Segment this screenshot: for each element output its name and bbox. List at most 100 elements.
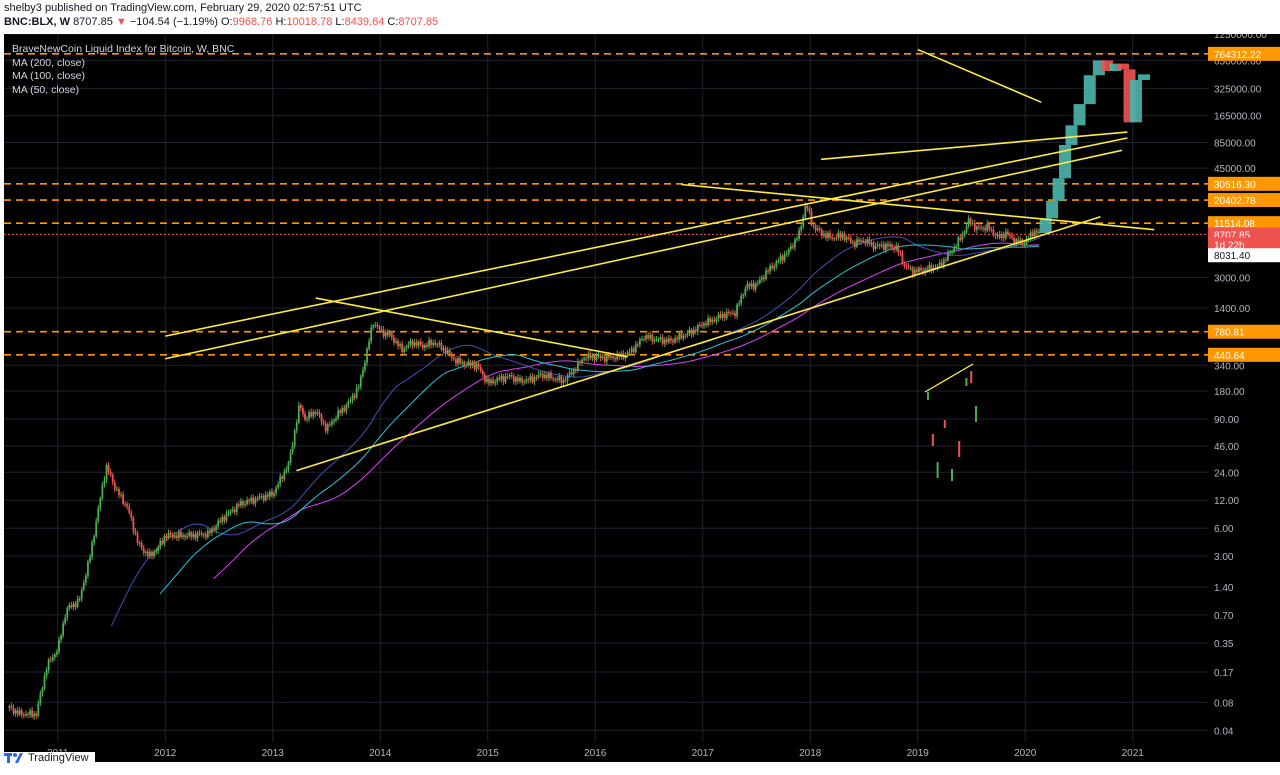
candle-body: [345, 405, 348, 412]
candle-55: [122, 491, 124, 506]
candle-body: [986, 223, 989, 231]
candle-body: [448, 350, 451, 354]
candle-body: [692, 329, 695, 335]
candle-139: [295, 419, 298, 434]
chart-plot-area[interactable]: [4, 34, 1208, 742]
candle-220: [463, 360, 466, 370]
legend-ma200[interactable]: MA (200, close): [12, 56, 85, 69]
candle-body: [35, 713, 38, 716]
candle-body: [543, 374, 546, 379]
price-axis[interactable]: 1250000.00 650000.00 325000.00 165000.00 850…: [1208, 30, 1280, 742]
candle-419: [874, 242, 877, 252]
candle-268: [562, 376, 565, 386]
candle-body: [467, 361, 470, 365]
price-chart-svg[interactable]: [4, 34, 1208, 742]
candle-body: [62, 623, 65, 636]
candle-221: [465, 361, 468, 369]
candle-482: [1004, 228, 1007, 241]
candle-body: [252, 497, 255, 504]
candle-body: [314, 411, 317, 414]
legend-ma50[interactable]: MA (50, close): [12, 83, 80, 96]
candle-342: [715, 316, 718, 325]
candle-body: [465, 364, 468, 366]
candle-487: [1015, 237, 1018, 248]
candle-182: [384, 330, 387, 340]
candle-241: [506, 373, 509, 380]
candle-body: [820, 229, 823, 236]
time-axis-svg: 2011201220132014201520162017201820192020…: [47, 748, 1144, 759]
candle-body: [816, 228, 819, 230]
candle-body: [455, 359, 457, 364]
candle-282: [591, 352, 594, 362]
candle-456: [951, 249, 953, 256]
candle-86: [186, 532, 189, 540]
candle-body: [936, 265, 939, 268]
candle-260: [545, 371, 548, 382]
candle-body: [713, 319, 716, 322]
projection-candle-5: [1073, 104, 1086, 126]
legend-ma100[interactable]: MA (100, close): [12, 70, 85, 82]
candle-body: [130, 512, 133, 519]
candle-31: [72, 601, 75, 611]
candle-body: [998, 234, 1001, 238]
candle-270: [566, 373, 569, 385]
candle-body: [610, 356, 612, 358]
candle-body: [233, 509, 236, 513]
candle-body: [548, 373, 550, 379]
price-tag-3: 11514.08: [1214, 219, 1255, 230]
candle-156: [330, 418, 333, 428]
candle-body: [107, 465, 110, 473]
candle-body: [388, 333, 391, 336]
y-tick-1: 650000.00: [1214, 56, 1262, 67]
candle-188: [397, 338, 399, 350]
candle-358: [748, 282, 751, 290]
candle-body: [120, 494, 122, 496]
candle-279: [585, 355, 588, 362]
candle-body: [818, 228, 821, 230]
candle-body: [827, 232, 829, 239]
candle-240: [504, 372, 507, 385]
tradingview-footer[interactable]: TradingView: [4, 752, 95, 764]
candle-body: [271, 491, 273, 496]
candle-body: [717, 314, 720, 319]
candle-497: [1035, 227, 1038, 236]
candle-body: [80, 589, 83, 599]
trendline-6: [917, 48, 1042, 104]
candle-body: [357, 386, 360, 388]
projection-candle-10: [1117, 63, 1130, 70]
candle-369: [771, 262, 774, 271]
candle-328: [686, 329, 689, 338]
candle-body: [318, 412, 321, 415]
candle-body: [60, 635, 62, 640]
candle-body: [56, 651, 58, 655]
candle-body: [488, 378, 490, 384]
candle-442: [922, 267, 925, 276]
candle-body: [440, 342, 443, 350]
candle-267: [560, 374, 563, 387]
candle-body: [481, 370, 484, 375]
candle-325: [680, 329, 683, 341]
candle-body: [885, 243, 887, 250]
candle-body: [10, 706, 13, 708]
candle-460: [959, 234, 962, 242]
candle-49: [109, 468, 112, 478]
candle-311: [651, 333, 654, 345]
candle-body: [382, 329, 385, 337]
candle-227: [477, 360, 480, 370]
inset-candle-3: [943, 420, 946, 428]
candle-341: [713, 316, 716, 324]
candle-269: [564, 376, 567, 384]
price-tag-bg-6: [1208, 248, 1280, 263]
candle-body: [459, 358, 461, 364]
candle-body: [727, 312, 730, 314]
candle-body: [14, 710, 17, 714]
candle-214: [450, 351, 453, 362]
candle-189: [399, 341, 401, 350]
candle-128: [273, 490, 275, 499]
time-axis[interactable]: 2011201220132014201520162017201820192020…: [4, 742, 1280, 762]
candle-body: [384, 332, 387, 337]
candle-197: [415, 339, 418, 349]
candle-body: [903, 263, 906, 266]
ma100-line: [111, 236, 1041, 627]
candle-body: [574, 369, 577, 371]
